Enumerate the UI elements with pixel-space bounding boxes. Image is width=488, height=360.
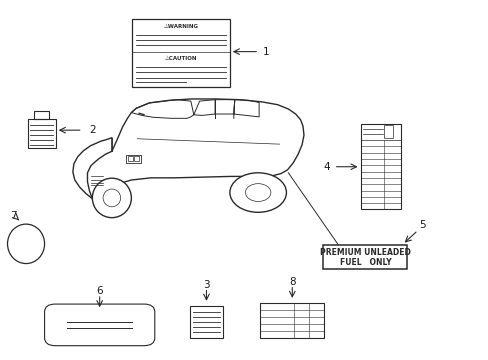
Text: ⚠CAUTION: ⚠CAUTION xyxy=(164,56,197,61)
Ellipse shape xyxy=(103,189,121,207)
Text: FUEL   ONLY: FUEL ONLY xyxy=(339,258,390,267)
Text: 3: 3 xyxy=(203,280,209,290)
Text: ⚠WARNING: ⚠WARNING xyxy=(163,24,198,29)
Text: 7: 7 xyxy=(11,211,17,221)
Ellipse shape xyxy=(245,184,270,202)
Text: 6: 6 xyxy=(96,286,103,296)
Ellipse shape xyxy=(92,178,131,218)
Text: 2: 2 xyxy=(89,125,95,135)
Ellipse shape xyxy=(229,173,286,212)
Text: 1: 1 xyxy=(263,46,269,57)
Text: 4: 4 xyxy=(323,162,330,172)
Text: 5: 5 xyxy=(419,220,426,230)
Text: 8: 8 xyxy=(288,277,295,287)
Text: PREMIUM UNLEADED: PREMIUM UNLEADED xyxy=(319,248,410,257)
